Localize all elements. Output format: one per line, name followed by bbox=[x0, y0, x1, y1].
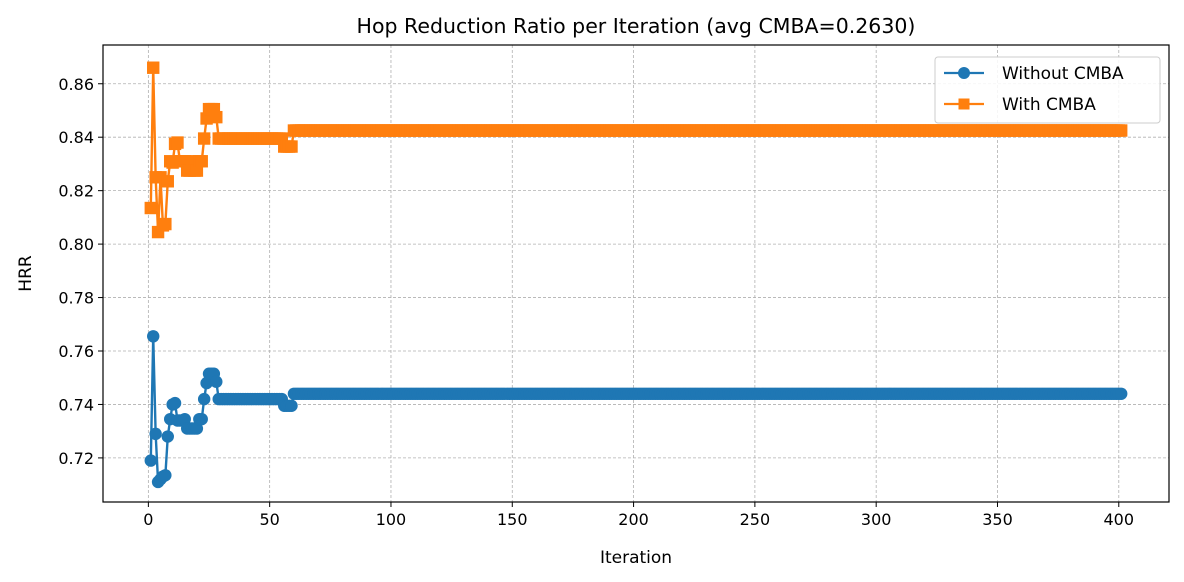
y-tick-label: 0.80 bbox=[58, 235, 94, 254]
data-point bbox=[159, 217, 172, 231]
data-point bbox=[285, 399, 298, 412]
series-without-cmba bbox=[144, 330, 1128, 489]
data-point bbox=[197, 132, 211, 145]
data-point bbox=[159, 469, 172, 482]
data-point bbox=[144, 201, 157, 215]
data-point bbox=[200, 376, 213, 390]
legend-marker-with-cmba bbox=[958, 98, 970, 110]
x-tick-label: 200 bbox=[618, 510, 649, 529]
legend-box bbox=[934, 56, 1161, 124]
legend-marker-without-cmba bbox=[958, 67, 970, 79]
data-point bbox=[171, 136, 184, 149]
x-tick-label: 100 bbox=[376, 510, 407, 529]
y-tick-label: 0.82 bbox=[58, 182, 94, 201]
y-tick-label: 0.72 bbox=[58, 449, 94, 468]
data-point bbox=[144, 454, 157, 467]
x-tick-label: 150 bbox=[497, 510, 528, 529]
axes-frame bbox=[102, 44, 1170, 503]
data-point bbox=[285, 140, 298, 153]
data-point bbox=[195, 155, 208, 168]
data-point bbox=[190, 164, 204, 177]
chart-title: Hop Reduction Ratio per Iteration (avg C… bbox=[357, 14, 916, 38]
y-tick-label: 0.84 bbox=[58, 128, 94, 147]
legend-label-with-cmba: With CMBA bbox=[1002, 95, 1096, 115]
axis-ticks: 0 50 100 150 200 250 300 350 400 0.72 0.74 0.76 0.78… bbox=[58, 75, 1134, 529]
y-tick-label: 0.78 bbox=[58, 289, 94, 308]
data-point bbox=[178, 412, 191, 426]
y-tick-label: 0.86 bbox=[58, 75, 94, 94]
x-tick-label: 50 bbox=[259, 510, 279, 529]
data-point bbox=[149, 427, 162, 441]
data-point bbox=[210, 375, 223, 388]
data-point bbox=[168, 396, 182, 410]
series-with-cmba bbox=[144, 61, 1128, 239]
plot-area bbox=[144, 61, 1128, 489]
x-tick-label: 300 bbox=[861, 510, 892, 529]
y-tick-label: 0.76 bbox=[58, 342, 94, 361]
data-point bbox=[161, 175, 174, 188]
data-point bbox=[200, 112, 213, 125]
data-point bbox=[1115, 124, 1128, 137]
x-tick-label: 400 bbox=[1104, 510, 1135, 529]
data-point bbox=[1115, 387, 1128, 400]
legend-label-without-cmba: Without CMBA bbox=[1002, 64, 1124, 84]
legend: Without CMBA With CMBA bbox=[934, 56, 1161, 124]
x-axis-label: Iteration bbox=[600, 548, 672, 568]
data-point bbox=[210, 110, 223, 124]
x-tick-label: 250 bbox=[740, 510, 771, 529]
y-tick-label: 0.74 bbox=[58, 395, 94, 414]
data-point bbox=[197, 392, 211, 406]
data-point bbox=[190, 422, 204, 435]
x-tick-label: 0 bbox=[143, 510, 153, 529]
data-point bbox=[147, 330, 160, 343]
data-point bbox=[195, 412, 208, 426]
y-axis-label: HRR bbox=[16, 255, 36, 292]
x-tick-label: 350 bbox=[982, 510, 1013, 529]
data-point bbox=[161, 430, 174, 443]
data-point bbox=[147, 61, 160, 74]
